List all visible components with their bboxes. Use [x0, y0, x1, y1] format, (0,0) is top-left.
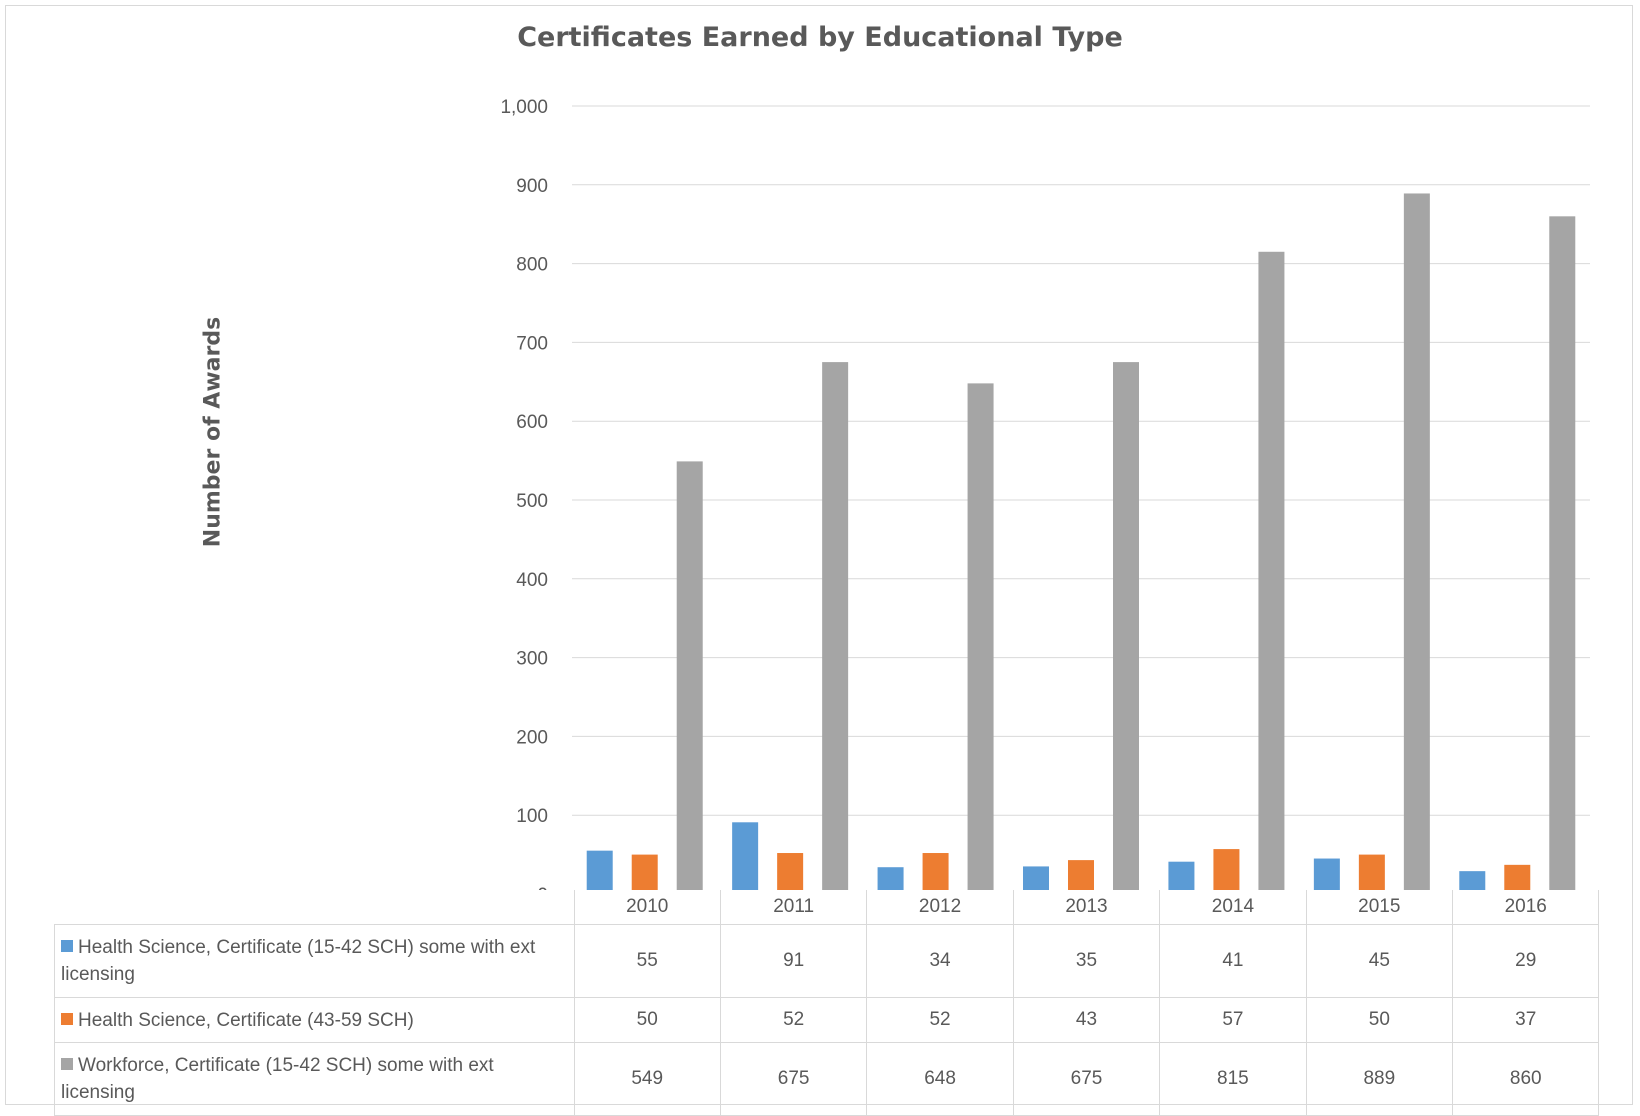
table-cell-value: 549	[573, 1042, 721, 1116]
x-tick-label: 2013	[1012, 890, 1161, 925]
table-cell-value: 50	[1305, 997, 1454, 1043]
plot-area: 0 100 200 300 400 500 600 700 800 900 1,000	[500, 97, 1590, 890]
table-cell-value: 52	[719, 997, 868, 1043]
table-corner	[54, 890, 575, 925]
bar	[1358, 854, 1385, 890]
table-cell-value: 50	[573, 997, 721, 1043]
bar	[1213, 849, 1240, 890]
x-tick-label: 2016	[1452, 890, 1600, 925]
table-cell-value: 675	[1012, 1042, 1161, 1116]
y-tick-label: 200	[516, 727, 548, 748]
bar	[1549, 216, 1576, 890]
y-tick-label: 100	[516, 806, 548, 827]
table-cell-value: 57	[1159, 997, 1307, 1043]
bar	[1403, 193, 1430, 890]
table-cell-value: 29	[1452, 924, 1600, 998]
y-tick-label: 0	[537, 885, 548, 890]
bar	[631, 854, 658, 890]
legend-entry: Health Science, Certificate (15-42 SCH) …	[54, 924, 575, 998]
table-cell-value: 45	[1305, 924, 1454, 998]
bar	[922, 853, 949, 890]
table-cell-value: 43	[1012, 997, 1161, 1043]
table-cell-value: 889	[1305, 1042, 1454, 1116]
bar	[1168, 861, 1195, 890]
chart-title: Certificates Earned by Educational Type	[517, 22, 1123, 53]
table-row: Health Science, Certificate (15-42 SCH) …	[54, 924, 1600, 998]
legend-swatch	[61, 1012, 73, 1025]
bar	[967, 383, 994, 890]
y-tick-label: 500	[516, 491, 548, 512]
table-cell-value: 91	[719, 924, 868, 998]
x-tick-label: 2011	[719, 890, 868, 925]
x-tick-label: 2014	[1159, 890, 1307, 925]
legend-swatch	[61, 1058, 73, 1070]
y-tick-label: 700	[516, 333, 548, 354]
bar	[1068, 860, 1094, 890]
table-cell-value: 37	[1452, 997, 1600, 1043]
bar	[1023, 866, 1049, 890]
table-cell-value: 41	[1159, 924, 1307, 998]
legend-entry: Workforce, Certificate (15-42 SCH) some …	[54, 1042, 575, 1116]
table-row: Health Science, Certificate (43-59 SCH) 5…	[54, 997, 1600, 1043]
table-header-row: 2010 2011 2012 2013 2014 2015 2016	[54, 890, 1600, 925]
legend-label: Health Science, Certificate (43-59 SCH)	[78, 1009, 414, 1031]
bar	[1504, 864, 1531, 890]
legend-swatch	[61, 940, 73, 952]
bar	[732, 822, 759, 890]
x-tick-label: 2010	[573, 890, 721, 925]
y-tick-label: 600	[516, 412, 548, 433]
table-cell-value: 34	[866, 924, 1014, 998]
table-cell-value: 52	[866, 997, 1014, 1043]
y-tick-label: 300	[516, 649, 548, 670]
y-tick-label: 1,000	[500, 97, 548, 118]
table-cell-value: 55	[573, 924, 721, 998]
bar	[777, 853, 804, 890]
bar	[1113, 362, 1139, 890]
y-tick-label: 400	[516, 570, 548, 591]
legend-entry: Health Science, Certificate (43-59 SCH)	[54, 997, 575, 1043]
table-cell-value: 675	[719, 1042, 868, 1116]
table-cell-value: 860	[1452, 1042, 1600, 1116]
bar	[822, 362, 849, 890]
legend-label: Health Science, Certificate (15-42 SCH) …	[61, 937, 536, 985]
y-tick-label: 900	[516, 176, 548, 197]
table-cell-value: 35	[1012, 924, 1161, 998]
bar	[877, 867, 904, 890]
x-tick-label: 2015	[1305, 890, 1454, 925]
legend-label: Workforce, Certificate (15-42 SCH) some …	[61, 1055, 494, 1103]
table-row: Workforce, Certificate (15-42 SCH) some …	[54, 1042, 1600, 1116]
bar	[1459, 871, 1486, 890]
table-cell-value: 648	[866, 1042, 1014, 1116]
x-tick-label: 2012	[866, 890, 1014, 925]
data-table: 2010 2011 2012 2013 2014 2015 2016 Health Scien…	[54, 890, 1600, 1116]
bar	[676, 461, 703, 890]
y-tick-label: 800	[516, 255, 548, 276]
table-cell-value: 815	[1159, 1042, 1307, 1116]
bar	[586, 850, 613, 890]
bar	[1313, 858, 1340, 890]
bar	[1258, 251, 1285, 890]
